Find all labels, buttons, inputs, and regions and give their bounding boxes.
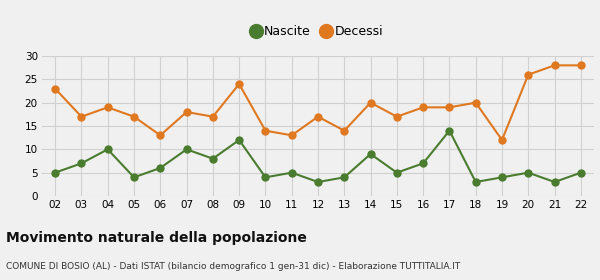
Legend: Nascite, Decessi: Nascite, Decessi — [248, 20, 388, 43]
Text: Movimento naturale della popolazione: Movimento naturale della popolazione — [6, 231, 307, 245]
Text: COMUNE DI BOSIO (AL) - Dati ISTAT (bilancio demografico 1 gen-31 dic) - Elaboraz: COMUNE DI BOSIO (AL) - Dati ISTAT (bilan… — [6, 262, 460, 271]
